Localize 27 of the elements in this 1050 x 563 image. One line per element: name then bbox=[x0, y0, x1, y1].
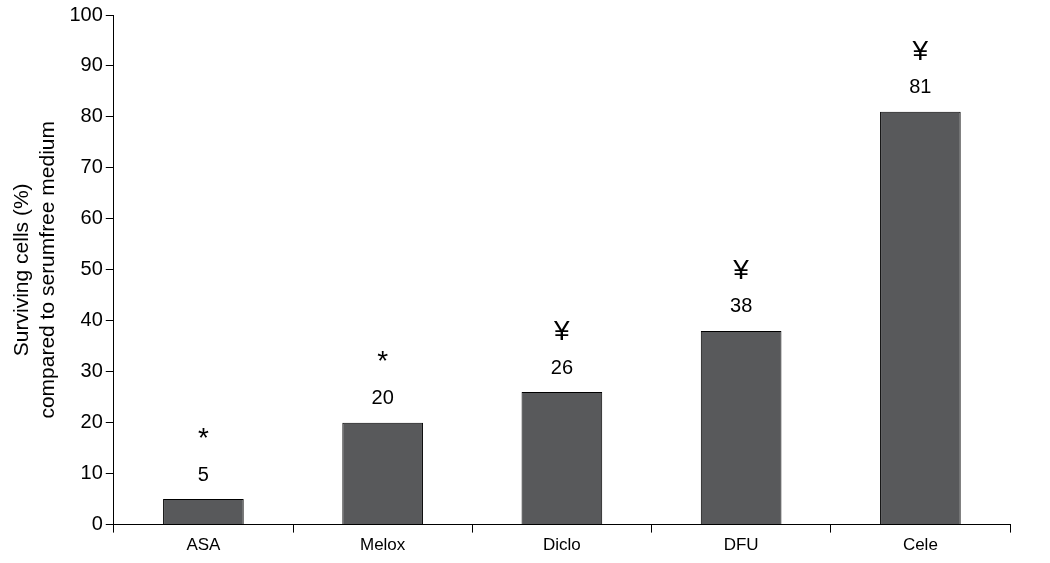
y-tick-label: 100 bbox=[69, 2, 103, 25]
annotation: * bbox=[377, 345, 389, 377]
x-tick-label: ASA bbox=[186, 535, 222, 555]
y-tick-label: 30 bbox=[80, 359, 103, 382]
y-tick-label: 90 bbox=[80, 53, 103, 76]
y-axis-title: Surviving cells (%) compared to serumfree medium bbox=[9, 120, 58, 419]
annotation: ¥ bbox=[732, 253, 750, 285]
annotation: ¥ bbox=[553, 314, 571, 346]
data-label: 81 bbox=[909, 75, 932, 98]
y-tick-label: 20 bbox=[80, 410, 103, 433]
y-tick-label: 80 bbox=[80, 104, 103, 127]
y-tick-label: 60 bbox=[80, 206, 103, 229]
y-tick-label: 50 bbox=[80, 257, 103, 280]
annotation: ¥ bbox=[911, 34, 929, 66]
y-tick-label: 0 bbox=[91, 512, 103, 535]
data-label: 26 bbox=[550, 355, 574, 378]
x-tick-label: Diclo bbox=[542, 535, 581, 555]
x-tick-label: Cele bbox=[902, 535, 938, 555]
y-tick-label: 70 bbox=[80, 155, 103, 178]
x-tick-label: DFU bbox=[723, 535, 759, 555]
data-label: 20 bbox=[371, 386, 394, 409]
data-label: 38 bbox=[730, 294, 753, 317]
x-tick-label: Melox bbox=[359, 535, 406, 555]
y-tick-label: 10 bbox=[80, 461, 103, 484]
data-label: 5 bbox=[197, 462, 209, 485]
y-tick-label: 40 bbox=[80, 308, 103, 331]
annotation: * bbox=[197, 421, 209, 453]
